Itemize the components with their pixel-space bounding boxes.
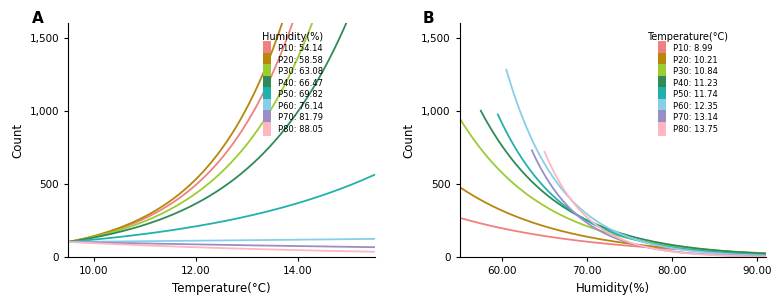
X-axis label: Temperature(°C): Temperature(°C) — [172, 282, 270, 295]
X-axis label: Humidity(%): Humidity(%) — [575, 282, 650, 295]
Y-axis label: Count: Count — [402, 122, 416, 158]
Text: B: B — [423, 11, 434, 26]
Legend: P10: 54.14, P20: 58.58, P30: 63.08, P40: 66.47, P50: 69.82, P60: 76.14, P70: 81.: P10: 54.14, P20: 58.58, P30: 63.08, P40:… — [263, 32, 324, 134]
Legend: P10: 8.99, P20: 10.21, P30: 10.84, P40: 11.23, P50: 11.74, P60: 12.35, P70: 13.1: P10: 8.99, P20: 10.21, P30: 10.84, P40: … — [648, 32, 728, 134]
Y-axis label: Count: Count — [11, 122, 24, 158]
Text: A: A — [31, 11, 43, 26]
